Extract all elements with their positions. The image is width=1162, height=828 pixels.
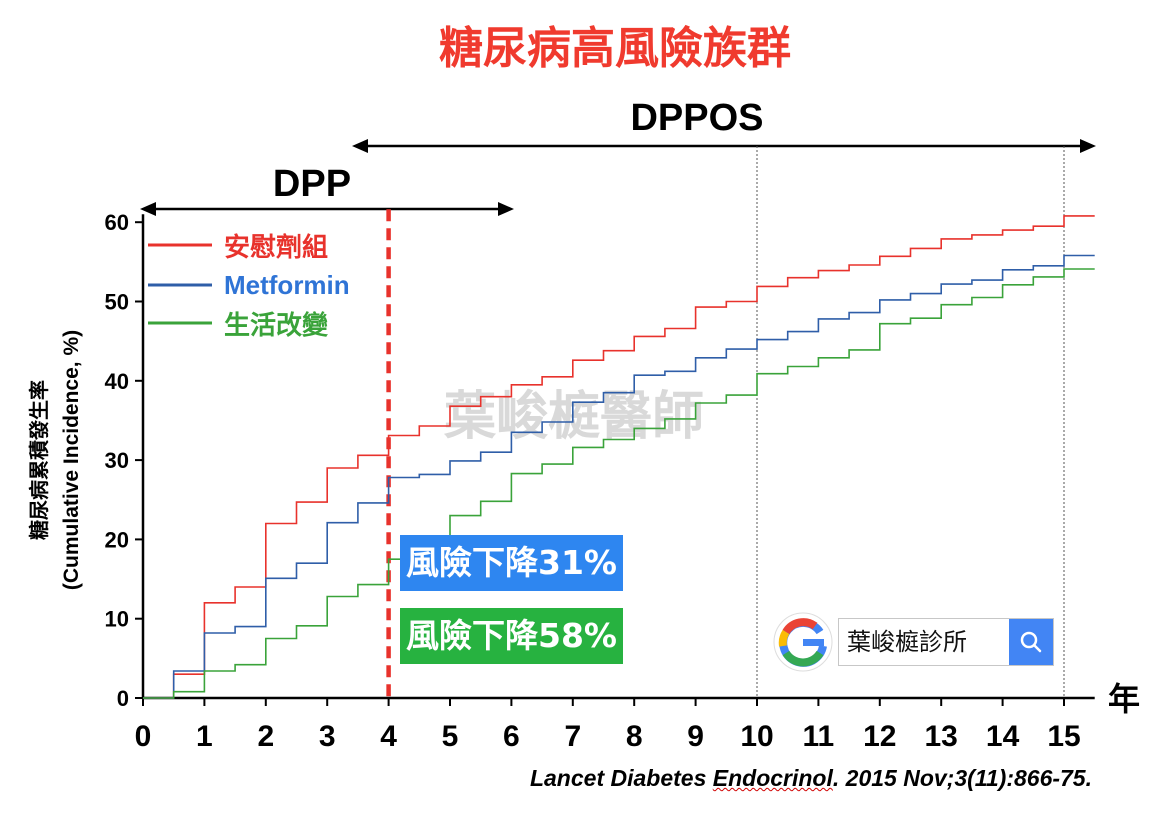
lifestyle-risk-badge: 風險下降58% — [400, 608, 623, 664]
y-tick-label: 0 — [117, 686, 129, 711]
x-tick-label: 14 — [986, 720, 1020, 753]
x-tick-label: 9 — [687, 720, 704, 753]
metformin-risk-badge: 風險下降31% — [400, 535, 623, 591]
dpp-arrow — [140, 202, 514, 216]
x-tick-label: 2 — [257, 720, 274, 753]
y-tick-label: 40 — [105, 369, 129, 394]
y-tick-label: 50 — [105, 290, 129, 315]
citation-prefix: Lancet Diabetes — [529, 765, 713, 791]
x-tick-label: 10 — [740, 720, 773, 753]
series-line-lifestyle — [143, 268, 1095, 699]
legend: 安慰劑組 Metformin 生活改變 — [148, 232, 350, 341]
citation-journal-word: Endocrinol — [712, 765, 833, 791]
x-tick-label: 7 — [564, 720, 581, 753]
dppos-label: DPPOS — [630, 97, 763, 139]
x-tick-label: 1 — [196, 720, 213, 753]
google-g-icon — [773, 612, 833, 672]
dppos-arrow — [352, 139, 1096, 153]
y-axis-label-line1: 糖尿病累積發生率 — [27, 380, 51, 540]
legend-label-lifestyle: 生活改變 — [224, 310, 329, 341]
x-tick-label: 0 — [135, 720, 152, 753]
y-tick-label: 10 — [105, 607, 129, 632]
x-tick-label: 13 — [925, 720, 958, 753]
search-text: 葉峻榳診所 — [847, 628, 967, 656]
series-line-placebo — [143, 215, 1095, 699]
x-tick-label: 15 — [1047, 720, 1080, 753]
x-tick-label: 12 — [863, 720, 896, 753]
citation-suffix: . 2015 Nov;3(11):866-75. — [832, 765, 1092, 791]
legend-label-placebo: 安慰劑組 — [224, 232, 328, 263]
legend-label-metformin: Metformin — [224, 270, 350, 300]
y-tick-label: 60 — [105, 210, 129, 235]
y-axis-label-line2: (Cumulative Incidence, %) — [60, 330, 83, 590]
series-line-metformin — [143, 254, 1095, 699]
dpp-label: DPP — [273, 163, 351, 205]
x-tick-label: 4 — [380, 720, 397, 753]
x-tick-label: 6 — [503, 720, 520, 753]
x-tick-label: 8 — [626, 720, 643, 753]
x-tick-label: 5 — [442, 720, 459, 753]
x-tick-label: 11 — [803, 720, 835, 753]
chart-title: 糖尿病高風險族群 — [439, 23, 791, 74]
citation: Lancet Diabetes Endocrinol. 2015 Nov;3(1… — [0, 765, 1092, 792]
search-icon — [1020, 631, 1042, 653]
clinic-search-box[interactable]: 葉峻榳診所 — [838, 618, 1054, 666]
search-button[interactable] — [1009, 619, 1053, 665]
x-axis-label: 年 — [1108, 680, 1140, 718]
y-tick-label: 20 — [105, 527, 129, 552]
y-tick-label: 30 — [105, 448, 129, 473]
x-tick-label: 3 — [319, 720, 336, 753]
